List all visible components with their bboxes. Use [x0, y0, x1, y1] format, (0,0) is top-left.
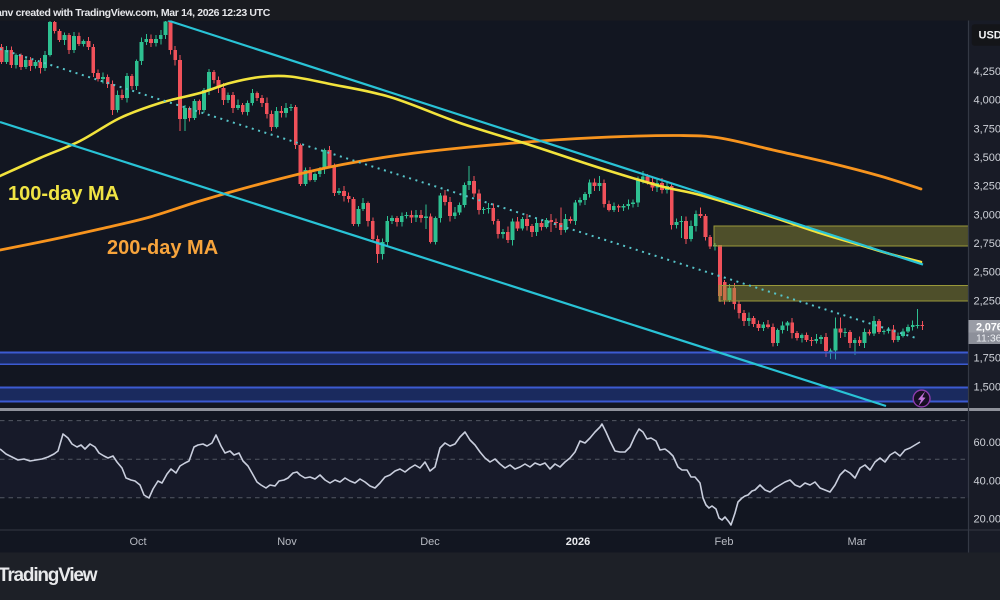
svg-text:Dec: Dec — [420, 536, 440, 548]
svg-text:3,000: 3,000 — [974, 209, 1000, 221]
svg-text:1,750: 1,750 — [974, 353, 1000, 365]
svg-text:2,500: 2,500 — [974, 267, 1000, 279]
svg-text:Oct: Oct — [129, 536, 146, 548]
svg-text:3,750: 3,750 — [974, 123, 1000, 135]
svg-text:2026: 2026 — [566, 536, 590, 548]
svg-text:anv created with TradingView.c: anv created with TradingView.com, Mar 14… — [0, 7, 271, 19]
svg-text:2,750: 2,750 — [974, 238, 1000, 250]
svg-text:11:36: 11:36 — [976, 333, 1000, 345]
svg-text:TradingView: TradingView — [0, 565, 98, 586]
svg-text:USDT: USDT — [979, 29, 1000, 41]
svg-text:40.00: 40.00 — [974, 476, 1000, 488]
svg-text:3,250: 3,250 — [974, 181, 1000, 193]
svg-text:1,500: 1,500 — [974, 381, 1000, 393]
svg-text:200-day MA: 200-day MA — [107, 237, 218, 259]
svg-text:20.00: 20.00 — [974, 514, 1000, 526]
svg-text:Nov: Nov — [277, 536, 297, 548]
svg-text:2,250: 2,250 — [974, 295, 1000, 307]
svg-text:2,076: 2,076 — [976, 322, 1000, 334]
svg-text:60.00: 60.00 — [974, 437, 1000, 449]
svg-text:4,000: 4,000 — [974, 95, 1000, 107]
svg-text:Feb: Feb — [715, 536, 734, 548]
svg-text:100-day MA: 100-day MA — [8, 183, 119, 205]
svg-text:Mar: Mar — [848, 536, 867, 548]
svg-text:3,500: 3,500 — [974, 152, 1000, 164]
svg-text:4,250: 4,250 — [974, 66, 1000, 78]
